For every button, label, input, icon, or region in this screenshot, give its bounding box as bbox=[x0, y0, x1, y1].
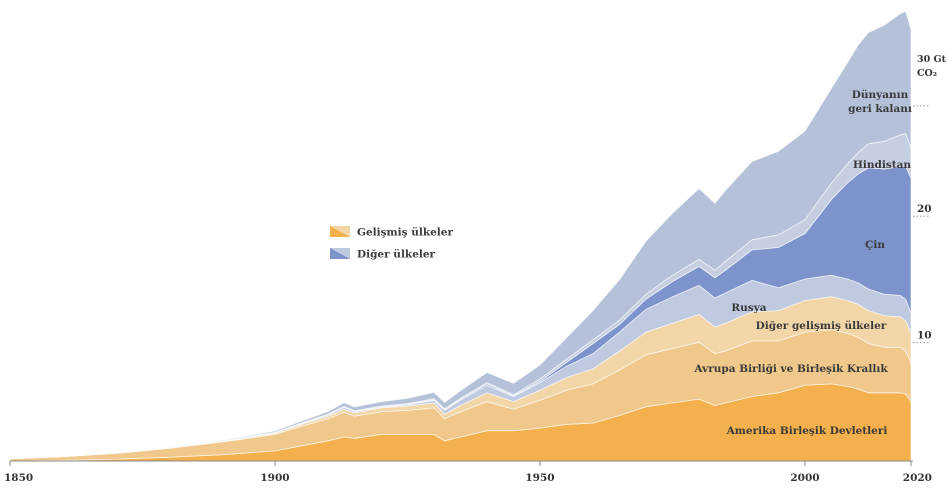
label-hindistan: Hindistan bbox=[853, 159, 911, 171]
label-dunyanin-geri-kalani-line-1: Dünyanın bbox=[852, 89, 909, 101]
x-tick-label-1950: 1950 bbox=[525, 472, 554, 484]
legend-label-diger-ulkeler: Diğer ülkeler bbox=[357, 249, 436, 261]
x-tick-label-1900: 1900 bbox=[260, 472, 289, 484]
series-labels: Amerika Birleşik Devletleri Avrupa Birliğ… bbox=[693, 89, 911, 437]
label-cin: Çin bbox=[865, 239, 885, 251]
y-unit-label-line-1: 30 Gt bbox=[917, 54, 947, 65]
area-dunyanin-geri-kalani bbox=[9, 10, 912, 460]
y-tick-label-20: 20 bbox=[917, 203, 932, 215]
label-avrupa-birligi-ve-birlesik-krallik: Avrupa Birliği ve Birleşik Krallık bbox=[693, 363, 888, 375]
label-dunyanin-geri-kalani-line-2: geri kalanı bbox=[848, 103, 912, 115]
label-diger-gelismis-ulkeler: Diğer gelişmiş ülkeler bbox=[756, 320, 887, 332]
y-tick-label-10: 10 bbox=[917, 330, 932, 342]
legend: Gelişmiş ülkeler Diğer ülkeler bbox=[330, 226, 453, 261]
stacked-areas bbox=[9, 10, 912, 462]
legend-swatch-diger-ulkeler bbox=[330, 248, 350, 259]
label-amerika-birlesik-devletleri: Amerika Birleşik Devletleri bbox=[726, 425, 888, 437]
y-axis: 10 20 30 Gt CO₂ bbox=[913, 54, 947, 344]
x-tick-label-1850: 1850 bbox=[4, 472, 33, 484]
y-unit-label-line-2: CO₂ bbox=[917, 68, 937, 79]
legend-swatch-gelismis-ulkeler bbox=[330, 226, 350, 237]
x-tick-label-2020: 2020 bbox=[903, 472, 932, 484]
label-rusya: Rusya bbox=[731, 302, 766, 314]
x-axis: 1850 1900 1950 2000 2020 bbox=[4, 460, 932, 484]
x-tick-label-2000: 2000 bbox=[790, 472, 819, 484]
legend-label-gelismis-ulkeler: Gelişmiş ülkeler bbox=[357, 227, 453, 239]
